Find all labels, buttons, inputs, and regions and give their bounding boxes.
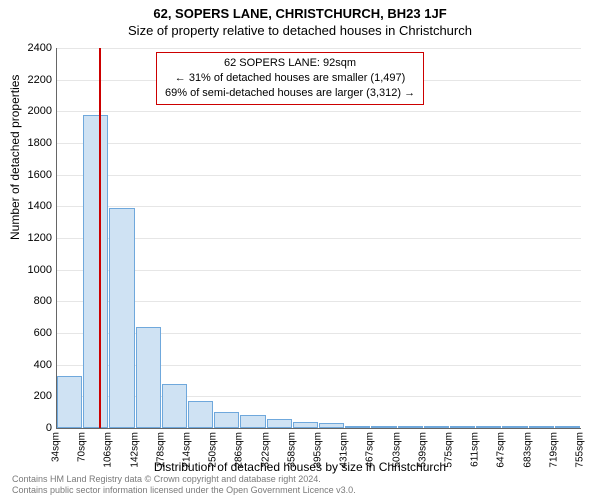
gridline <box>57 301 581 302</box>
footer-attribution: Contains HM Land Registry data © Crown c… <box>12 474 356 496</box>
y-tick-label: 2000 <box>12 105 52 117</box>
gridline <box>57 175 581 176</box>
info-box-line2: ← 31% of detached houses are smaller (1,… <box>165 71 415 86</box>
y-tick-label: 400 <box>12 359 52 371</box>
chart-plot-area: 62 SOPERS LANE: 92sqm ← 31% of detached … <box>56 48 580 428</box>
histogram-bar <box>555 426 580 428</box>
chart-title-main: 62, SOPERS LANE, CHRISTCHURCH, BH23 1JF <box>0 0 600 21</box>
histogram-bar <box>162 384 187 428</box>
x-tick-label: 70sqm <box>77 432 88 462</box>
info-box-line1: 62 SOPERS LANE: 92sqm <box>165 56 415 71</box>
histogram-bar <box>293 422 318 428</box>
property-marker-line <box>99 48 101 428</box>
histogram-bar <box>109 208 134 428</box>
footer-line1: Contains HM Land Registry data © Crown c… <box>12 474 356 485</box>
y-tick-label: 2400 <box>12 42 52 54</box>
histogram-bar <box>371 426 396 428</box>
histogram-bar <box>188 401 213 428</box>
footer-line2: Contains public sector information licen… <box>12 485 356 496</box>
y-tick-label: 1400 <box>12 200 52 212</box>
y-tick-label: 1200 <box>12 232 52 244</box>
y-tick-label: 0 <box>12 422 52 434</box>
histogram-bar <box>450 426 475 428</box>
histogram-bar <box>136 327 161 428</box>
x-tick-label: 34sqm <box>51 432 62 462</box>
histogram-bar <box>83 115 108 429</box>
y-tick-label: 2200 <box>12 74 52 86</box>
info-box-line3: 69% of semi-detached houses are larger (… <box>165 86 415 101</box>
histogram-bar <box>398 426 423 428</box>
marker-info-box: 62 SOPERS LANE: 92sqm ← 31% of detached … <box>156 52 424 105</box>
chart-title-sub: Size of property relative to detached ho… <box>0 21 600 38</box>
gridline <box>57 238 581 239</box>
gridline <box>57 270 581 271</box>
histogram-bar <box>476 426 501 428</box>
y-tick-label: 1600 <box>12 169 52 181</box>
y-tick-label: 1800 <box>12 137 52 149</box>
histogram-bar <box>57 376 82 428</box>
gridline <box>57 206 581 207</box>
y-tick-label: 200 <box>12 390 52 402</box>
histogram-bar <box>319 423 344 428</box>
y-tick-label: 600 <box>12 327 52 339</box>
histogram-bar <box>214 412 239 428</box>
gridline <box>57 111 581 112</box>
histogram-bar <box>529 426 554 428</box>
histogram-bar <box>267 419 292 429</box>
y-tick-label: 1000 <box>12 264 52 276</box>
histogram-bar <box>240 415 265 428</box>
y-tick-label: 800 <box>12 295 52 307</box>
histogram-bar <box>345 426 370 428</box>
gridline <box>57 48 581 49</box>
gridline <box>57 143 581 144</box>
x-axis-title: Distribution of detached houses by size … <box>0 460 600 474</box>
histogram-bar <box>502 426 527 428</box>
histogram-bar <box>424 426 449 428</box>
y-axis-title: Number of detached properties <box>8 75 22 240</box>
